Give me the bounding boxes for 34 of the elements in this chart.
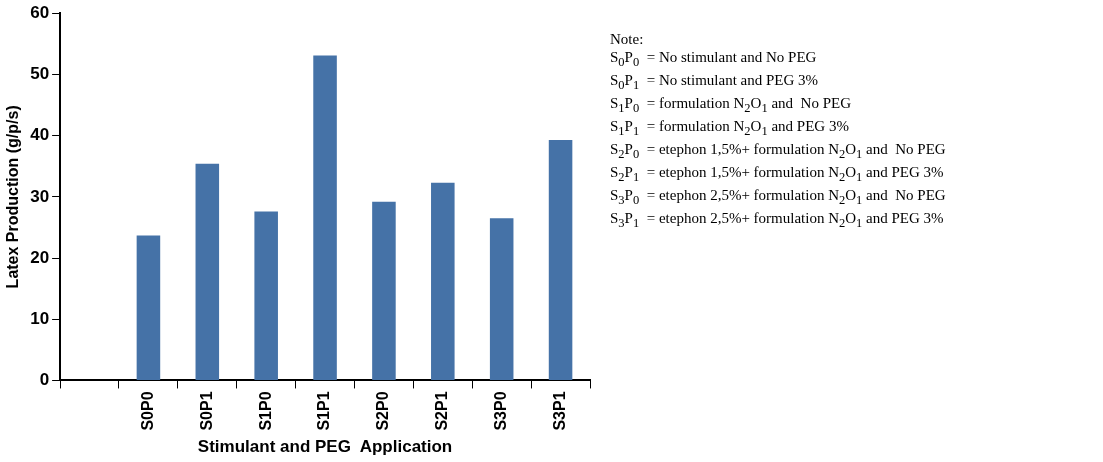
x-tick-label: S3P1 (550, 391, 568, 431)
bar (195, 163, 220, 380)
text: S$_{2}$P$_{0}$ = etephon 1,5%+ formulation N$_{2}$O$_{1}$ and No PEG (610, 141, 946, 161)
y-tick-label: 0 (39, 370, 50, 390)
y-axis-title: Latex Production (g/p/s) (4, 105, 22, 289)
text: S$_{0}$P$_{1}$ = No stimulant and PEG 3% (610, 71, 820, 94)
x-tick-label: S1P0 (256, 391, 274, 431)
text: S$_{1}$P$_{0}$ = formulation N$_{2}$O$_{1}$ and No PEG (610, 95, 851, 115)
bar (489, 218, 514, 380)
x-tick-label: S2P1 (433, 391, 451, 431)
x-tick-label: S1P1 (315, 391, 333, 431)
bar (548, 139, 573, 380)
y-tick-label: 10 (30, 308, 50, 328)
bar (313, 55, 337, 380)
y-tick-label: 30 (30, 186, 50, 206)
bar (431, 182, 455, 380)
y-tick-label: 20 (30, 247, 50, 267)
bar (136, 235, 161, 380)
x-tick-label: S3P0 (492, 391, 510, 431)
text: S$_{3}$P$_{0}$ = etephon 2,5%+ formulation N$_{2}$O$_{1}$ and No PEG (610, 187, 946, 207)
text: S$_{0}$P$_{0}$ = No stimulant and No PEG (610, 48, 818, 71)
x-tick-label: S0P1 (197, 391, 215, 431)
y-tick-label: 50 (30, 64, 50, 84)
bar (254, 211, 278, 380)
text: S$_{1}$P$_{1}$ = formulation N$_{2}$O$_{1}$ and PEG 3% (610, 118, 849, 138)
y-tick-label: 40 (30, 125, 50, 145)
text: S$_{2}$P$_{1}$ = etephon 1,5%+ formulation N$_{2}$O$_{1}$ and PEG 3% (610, 164, 944, 184)
y-tick-label: 60 (30, 2, 50, 22)
text: Note: (610, 30, 645, 48)
x-tick-label: S0P0 (138, 391, 156, 431)
bar (372, 201, 396, 380)
x-axis-title: Stimulant and PEG Application (197, 437, 453, 457)
text: S$_{3}$P$_{1}$ = etephon 2,5%+ formulation N$_{2}$O$_{1}$ and PEG 3% (610, 210, 944, 230)
x-tick-label: S2P0 (374, 391, 392, 431)
